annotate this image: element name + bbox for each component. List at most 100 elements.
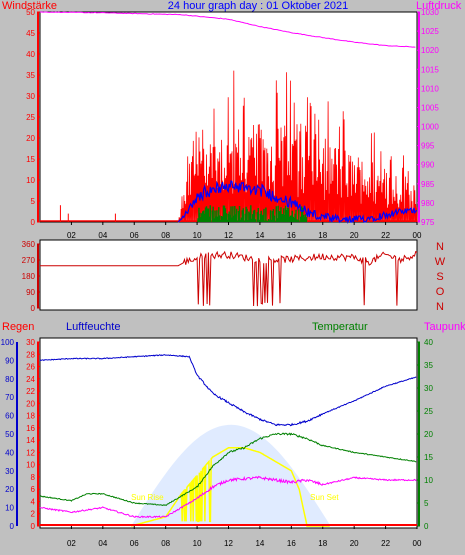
humidity-tick-label: 50 — [5, 430, 14, 439]
direction-plot-area — [39, 239, 418, 311]
time-tick-label: 22 — [381, 539, 390, 548]
pressure-tick-label: 1010 — [421, 84, 439, 93]
time-tick-label: 14 — [255, 539, 264, 548]
time-tick-label: 12 — [224, 539, 233, 548]
temperature-tick-label: 40 — [424, 338, 433, 347]
direction-tick-label: 90 — [26, 288, 35, 297]
time-tick-label: 16 — [287, 231, 296, 240]
direction-tick-label: 270 — [22, 256, 36, 265]
luftfeuchte-label: Luftfeuchte — [66, 321, 120, 333]
temperature-tick-label: 5 — [424, 499, 429, 508]
compass-label: S — [436, 271, 443, 283]
windstaerke-label: Windstärke — [2, 0, 57, 12]
wind-tick-label: 40 — [26, 50, 35, 59]
temperature-tick-label: 35 — [424, 361, 433, 370]
rain-tick-label: 6 — [31, 485, 36, 494]
rain-tick-label: 16 — [26, 424, 35, 433]
rain-tick-label: 22 — [26, 387, 35, 396]
rain-tick-label: 4 — [31, 497, 36, 506]
direction-tick-label: 0 — [31, 304, 36, 313]
pressure-tick-label: 1005 — [421, 103, 439, 112]
temperature-tick-label: 25 — [424, 407, 433, 416]
wind-tick-label: 20 — [26, 134, 35, 143]
wind-tick-label: 35 — [26, 71, 35, 80]
temperature-tick-label: 30 — [424, 384, 433, 393]
wind-tick-label: 15 — [26, 155, 35, 164]
humidity-tick-label: 60 — [5, 412, 14, 421]
time-tick-label: 18 — [318, 539, 327, 548]
humidity-tick-label: 70 — [5, 393, 14, 402]
pressure-tick-label: 1030 — [421, 8, 439, 17]
time-tick-label: 08 — [161, 231, 170, 240]
rain-tick-label: 14 — [26, 436, 35, 445]
time-tick-label: 22 — [381, 231, 390, 240]
wind-tick-label: 0 — [31, 218, 36, 227]
rain-tick-label: 20 — [26, 399, 35, 408]
rain-tick-label: 12 — [26, 448, 35, 457]
compass-label: O — [436, 286, 445, 298]
wind-gust-series — [177, 180, 418, 224]
time-tick-label: 20 — [350, 231, 359, 240]
temperature-tick-label: 10 — [424, 476, 433, 485]
pressure-tick-label: 1000 — [421, 123, 439, 132]
direction-tick-label: 360 — [22, 240, 36, 249]
time-tick-label: 16 — [287, 539, 296, 548]
wind-time-axis: 02 04 06 08 10 12 14 16 18 20 22 00 — [67, 222, 422, 240]
time-tick-label: 00 — [413, 539, 422, 548]
time-tick-label: 06 — [130, 231, 139, 240]
humidity-tick-label: 40 — [5, 448, 14, 457]
dewpoint-series — [39, 475, 417, 519]
time-tick-label: 00 — [413, 231, 422, 240]
humidity-tick-label: 90 — [5, 356, 14, 365]
temperature-tick-label: 20 — [424, 430, 433, 439]
weather-time-axis: 02 04 06 08 10 12 14 16 18 20 22 00 — [67, 526, 422, 548]
compass-label: N — [436, 241, 444, 253]
wind-tick-label: 25 — [26, 113, 35, 122]
time-tick-label: 14 — [255, 231, 264, 240]
time-tick-label: 06 — [130, 539, 139, 548]
regen-label: Regen — [2, 321, 34, 333]
sun-series — [130, 447, 330, 527]
humidity-tick-label: 20 — [5, 485, 14, 494]
pressure-tick-label: 975 — [421, 218, 435, 227]
humidity-tick-label: 10 — [5, 504, 14, 513]
pressure-axis-ticks: 1030 1025 1020 1015 1010 1005 1000 995 990 985 980… — [417, 8, 439, 227]
temperatur-label: Temperatur — [312, 321, 368, 333]
pressure-tick-label: 995 — [421, 142, 435, 151]
time-tick-label: 04 — [98, 231, 107, 240]
time-tick-label: 12 — [224, 231, 233, 240]
compass-label: N — [436, 301, 444, 313]
rain-tick-label: 26 — [26, 363, 35, 372]
direction-marks — [40, 250, 418, 307]
wind-tick-label: 45 — [26, 29, 35, 38]
time-tick-label: 04 — [98, 539, 107, 548]
rain-tick-label: 28 — [26, 350, 35, 359]
pressure-tick-label: 1020 — [421, 46, 439, 55]
pressure-tick-label: 1025 — [421, 27, 439, 36]
time-tick-label: 08 — [161, 539, 170, 548]
time-tick-label: 18 — [318, 231, 327, 240]
temperature-tick-label: 0 — [424, 522, 429, 531]
wind-tick-label: 10 — [26, 176, 35, 185]
taupunkt-label: Taupunkt — [424, 321, 465, 333]
wind-tick-label: 5 — [31, 197, 36, 206]
rain-tick-label: 10 — [26, 461, 35, 470]
luftdruck-label: Luftdruck — [416, 0, 462, 12]
direction-tick-label: 180 — [22, 272, 36, 281]
rain-tick-label: 18 — [26, 412, 35, 421]
weather-marks: Sun Rise Sun Set — [39, 354, 417, 527]
sunrise-label: Sun Rise — [131, 493, 164, 502]
wind-tick-label: 50 — [26, 8, 35, 17]
rain-tick-label: 30 — [26, 338, 35, 347]
pressure-series — [39, 11, 416, 48]
rain-tick-label: 0 — [31, 522, 36, 531]
time-tick-label: 10 — [193, 539, 202, 548]
direction-axis-ticks: 360 270 180 90 0 — [22, 240, 40, 313]
weather-axes: 1009080706050403020100302826242220181614… — [1, 338, 434, 531]
time-tick-label: 10 — [193, 231, 202, 240]
wind-average-series — [196, 205, 308, 222]
sunset-label: Sun Set — [310, 493, 339, 502]
wind-tick-label: 30 — [26, 92, 35, 101]
